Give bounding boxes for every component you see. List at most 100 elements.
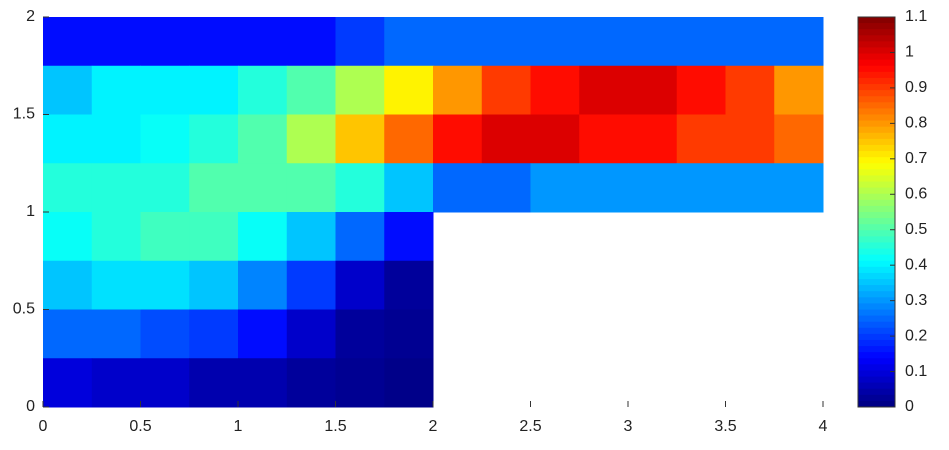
contour-cell xyxy=(140,114,190,164)
colorbar-segment xyxy=(858,242,895,250)
colorbar-segment xyxy=(858,187,895,195)
contour-cell xyxy=(335,212,385,262)
colorbar-segment xyxy=(858,96,895,103)
colorbar-segment xyxy=(858,120,895,128)
colorbar-segment xyxy=(858,394,895,402)
colorbar-segment xyxy=(858,59,895,67)
colorbar-segment xyxy=(858,65,895,73)
contour-cell xyxy=(189,212,239,262)
contour-cell xyxy=(238,114,288,164)
colorbar-tick-label: 0.1 xyxy=(905,363,927,380)
contour-cell xyxy=(579,163,629,213)
contour-cell xyxy=(140,358,190,408)
colorbar-segment xyxy=(858,309,895,317)
colorbar-segment xyxy=(858,376,895,384)
colorbar-segment xyxy=(858,23,895,30)
contour-cell xyxy=(43,309,93,359)
contour-cell xyxy=(481,17,531,67)
colorbar-segment xyxy=(858,29,895,36)
contour-cell xyxy=(189,358,239,408)
contour-cell xyxy=(189,114,239,164)
colorbar-segment xyxy=(858,272,895,280)
contour-cell xyxy=(676,65,726,115)
colorbar-segment xyxy=(858,205,895,213)
x-tick-label: 3 xyxy=(624,418,633,435)
contour-cell xyxy=(433,114,483,164)
colorbar-segment xyxy=(858,315,895,323)
contour-cell xyxy=(481,163,531,213)
contour-cell xyxy=(91,309,141,359)
contour-cell xyxy=(335,114,385,164)
contour-cell xyxy=(189,309,239,359)
contour-cell xyxy=(238,358,288,408)
contour-cell xyxy=(286,212,336,262)
contour-cell xyxy=(335,65,385,115)
y-tick-label: 0.5 xyxy=(13,301,35,318)
contour-cell xyxy=(43,212,93,262)
contour-cell xyxy=(530,114,580,164)
x-tick-label: 2.5 xyxy=(519,418,541,435)
contour-cell xyxy=(91,114,141,164)
contour-cell xyxy=(43,65,93,115)
contour-cell xyxy=(384,358,434,408)
contour-cell xyxy=(43,17,93,67)
contour-cell xyxy=(774,17,824,67)
contour-cell xyxy=(384,17,434,67)
contour-cell xyxy=(628,17,678,67)
contour-cell xyxy=(238,163,288,213)
colorbar-segment xyxy=(858,114,895,122)
contour-cell xyxy=(286,114,336,164)
contour-cell xyxy=(384,163,434,213)
x-tick-label: 2 xyxy=(429,418,438,435)
colorbar-segment xyxy=(858,297,895,304)
colorbar-frame xyxy=(857,16,896,408)
colorbar-tick-label: 0.7 xyxy=(905,150,927,167)
contour-cell xyxy=(238,309,288,359)
colorbar-segment xyxy=(858,71,895,79)
y-tick-label: 1 xyxy=(26,203,35,220)
contour-cell xyxy=(140,65,190,115)
contour-cell xyxy=(91,260,141,310)
contour-cell xyxy=(579,17,629,67)
colorbar-tick-label: 0.9 xyxy=(905,79,927,96)
contour-cell xyxy=(774,163,824,213)
contour-cell xyxy=(433,17,483,67)
colorbar-segment xyxy=(858,303,895,310)
contour-cell xyxy=(238,212,288,262)
x-tick-label: 1.5 xyxy=(324,418,346,435)
colorbar-tick-label: 1 xyxy=(905,44,914,61)
colorbar-segment xyxy=(858,41,895,48)
colorbar-segment xyxy=(858,108,895,115)
contour-cell xyxy=(189,163,239,213)
contour-cell xyxy=(335,163,385,213)
colorbar-segment xyxy=(858,279,895,286)
contour-cell xyxy=(384,65,434,115)
contour-cell xyxy=(140,17,190,67)
colorbar-segment xyxy=(858,181,895,189)
contour-cell xyxy=(43,358,93,408)
contour-cell xyxy=(579,65,629,115)
colorbar-segment xyxy=(858,84,895,91)
contour-cell xyxy=(189,65,239,115)
colorbar-segment xyxy=(858,212,895,219)
colorbar-segment xyxy=(858,163,895,170)
colorbar-segment xyxy=(858,132,895,140)
colorbar-segment xyxy=(858,382,895,390)
contour-cell xyxy=(628,114,678,164)
contour-cell xyxy=(140,163,190,213)
colorbar-segment xyxy=(858,157,895,164)
y-tick-label: 1.5 xyxy=(13,106,35,123)
colorbar-segment xyxy=(858,388,895,396)
colorbar-segment xyxy=(858,352,895,359)
colorbar-tick-label: 0.8 xyxy=(905,115,927,132)
colorbar-tick-label: 1.1 xyxy=(905,8,927,25)
colorbar-segment xyxy=(858,285,895,292)
contour-cell xyxy=(43,114,93,164)
contour-cell xyxy=(335,358,385,408)
colorbar-segment xyxy=(858,248,895,256)
contour-cell xyxy=(628,65,678,115)
contour-cell xyxy=(433,163,483,213)
x-tick-label: 3.5 xyxy=(714,418,736,435)
colorbar-segment xyxy=(858,236,895,243)
colorbar-segment xyxy=(858,77,895,85)
